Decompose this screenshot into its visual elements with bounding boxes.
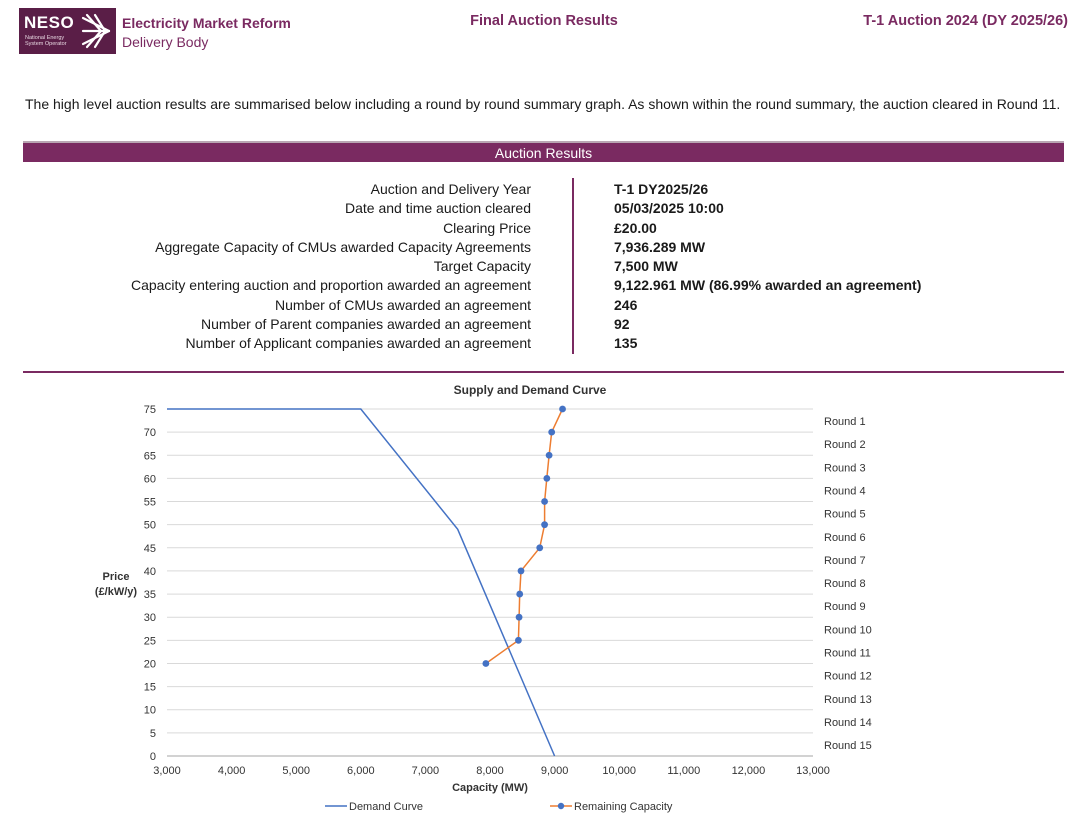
result-label: Number of CMUs awarded an agreement xyxy=(274,296,531,313)
legend-marker xyxy=(557,802,565,810)
y-tick-label: 40 xyxy=(144,566,156,578)
y-tick-label: 75 xyxy=(144,404,156,416)
x-tick-label: 4,000 xyxy=(218,765,246,777)
remaining-capacity-point xyxy=(545,451,553,459)
x-tick-label: 9,000 xyxy=(541,765,569,777)
result-value: 7,936.289 MW xyxy=(614,238,706,255)
x-axis-title: Capacity (MW) xyxy=(452,782,528,794)
round-label: Round 3 xyxy=(824,462,866,474)
x-tick-label: 6,000 xyxy=(347,765,375,777)
x-tick-label: 5,000 xyxy=(282,765,310,777)
round-label: Round 13 xyxy=(824,694,872,706)
demand-curve-line xyxy=(167,408,556,757)
supply-demand-chart: Supply and Demand Curve 0 5 10 15 20 25 30 35 40… xyxy=(95,383,872,813)
remaining-capacity-point xyxy=(515,636,522,644)
section-divider xyxy=(23,371,1064,373)
x-tick-label: 7,000 xyxy=(412,765,440,777)
result-value: 9,122.961 MW (86.99% awarded an agreemen… xyxy=(614,277,922,294)
x-tick-label: 8,000 xyxy=(476,765,504,777)
x-tick-label: 12,000 xyxy=(732,765,766,777)
result-label: Target Capacity xyxy=(433,258,531,275)
y-tick-label: 15 xyxy=(144,682,156,694)
result-label: Date and time auction cleared xyxy=(345,200,531,217)
logo-wordmark: NESO xyxy=(24,13,75,32)
y-tick-label: 35 xyxy=(144,589,156,601)
remaining-capacity-point xyxy=(517,567,525,575)
result-value: T-1 DY2025/26 xyxy=(614,181,709,197)
result-label: Auction and Delivery Year xyxy=(370,181,531,197)
result-label: Aggregate Capacity of CMUs awarded Capac… xyxy=(155,238,531,255)
remaining-capacity-line xyxy=(485,408,564,665)
y-tick-label: 55 xyxy=(144,497,156,509)
y-axis-title-line: Price xyxy=(103,571,130,583)
round-label: Round 14 xyxy=(824,717,872,729)
page-header: NESO National Energy System Operator Ele… xyxy=(0,0,1080,60)
remaining-capacity-point xyxy=(541,521,548,529)
result-label: Number of Parent companies awarded an ag… xyxy=(201,316,531,333)
remaining-capacity-point xyxy=(543,475,551,482)
round-label: Round 2 xyxy=(824,439,866,451)
y-tick-label: 10 xyxy=(144,705,156,717)
y-tick-label: 60 xyxy=(144,473,156,485)
y-tick-label: 25 xyxy=(144,635,156,647)
round-label: Round 8 xyxy=(824,578,866,590)
x-tick-label: 11,000 xyxy=(667,765,700,777)
result-value: £20.00 xyxy=(614,219,657,236)
round-label: Round 4 xyxy=(824,485,866,497)
remaining-capacity-point xyxy=(548,428,556,436)
document-title: Final Auction Results xyxy=(470,13,618,29)
auction-name: T-1 Auction 2024 (DY 2025/26) xyxy=(863,13,1068,29)
y-axis-title-line: (£/kW/y) xyxy=(95,586,138,598)
result-value: 246 xyxy=(614,296,638,313)
result-value: 135 xyxy=(614,335,638,352)
intro-paragraph: The high level auction results are summa… xyxy=(25,96,1061,112)
y-tick-label: 45 xyxy=(144,543,156,555)
results-labels-column: Auction and Delivery Year Date and time … xyxy=(23,180,531,354)
round-label: Round 1 xyxy=(824,416,866,428)
remaining-capacity-point xyxy=(516,590,524,598)
result-value: 05/03/2025 10:00 xyxy=(614,200,724,217)
legend-entry: Remaining Capacity xyxy=(574,801,673,813)
remaining-capacity-point xyxy=(536,544,544,552)
org-name: Electricity Market Reform Delivery Body xyxy=(122,14,291,52)
legend-entry: Demand Curve xyxy=(349,801,423,813)
remaining-capacity-point xyxy=(541,498,548,505)
y-tick-label: 5 xyxy=(150,728,156,740)
round-label: Round 10 xyxy=(824,624,872,636)
y-tick-label: 0 xyxy=(150,751,156,763)
y-tick-label: 20 xyxy=(144,658,156,670)
result-label: Capacity entering auction and proportion… xyxy=(130,277,531,294)
chart-title: Supply and Demand Curve xyxy=(454,383,607,397)
result-value: 92 xyxy=(614,316,630,333)
round-label: Round 6 xyxy=(824,532,866,544)
remaining-capacity-point xyxy=(515,613,523,621)
round-label: Round 15 xyxy=(824,740,872,752)
round-label: Round 11 xyxy=(824,648,871,660)
y-tick-label: 65 xyxy=(144,450,156,462)
y-tick-label: 50 xyxy=(144,520,156,532)
logo-subtitle: National Energy System Operator xyxy=(25,35,67,47)
result-label: Number of Applicant companies awarded an… xyxy=(185,335,531,352)
results-divider xyxy=(572,178,574,354)
x-tick-label: 13,000 xyxy=(796,765,830,777)
org-line-1: Electricity Market Reform xyxy=(122,15,291,31)
round-label: Round 7 xyxy=(824,555,866,567)
x-tick-label: 3,000 xyxy=(153,765,181,777)
y-tick-label: 30 xyxy=(144,612,156,624)
result-label: Clearing Price xyxy=(443,219,531,236)
result-value: 7,500 MW xyxy=(614,258,678,275)
round-label: Round 12 xyxy=(824,671,872,683)
remaining-capacity-point xyxy=(559,405,566,413)
round-label: Round 9 xyxy=(824,601,866,613)
auction-results-heading: Auction Results xyxy=(23,141,1064,162)
union-flag-icon xyxy=(81,13,111,49)
x-tick-label: 10,000 xyxy=(602,765,636,777)
org-line-2: Delivery Body xyxy=(122,34,209,50)
remaining-capacity-point xyxy=(482,660,490,667)
y-axis-title: Price (£/kW/y) xyxy=(95,571,138,598)
y-tick-label: 70 xyxy=(144,427,156,439)
round-label: Round 5 xyxy=(824,509,866,521)
results-values-column: T-1 DY2025/26 05/03/2025 10:00 £20.00 7,… xyxy=(614,180,1054,354)
neso-logo: NESO National Energy System Operator xyxy=(19,8,116,54)
